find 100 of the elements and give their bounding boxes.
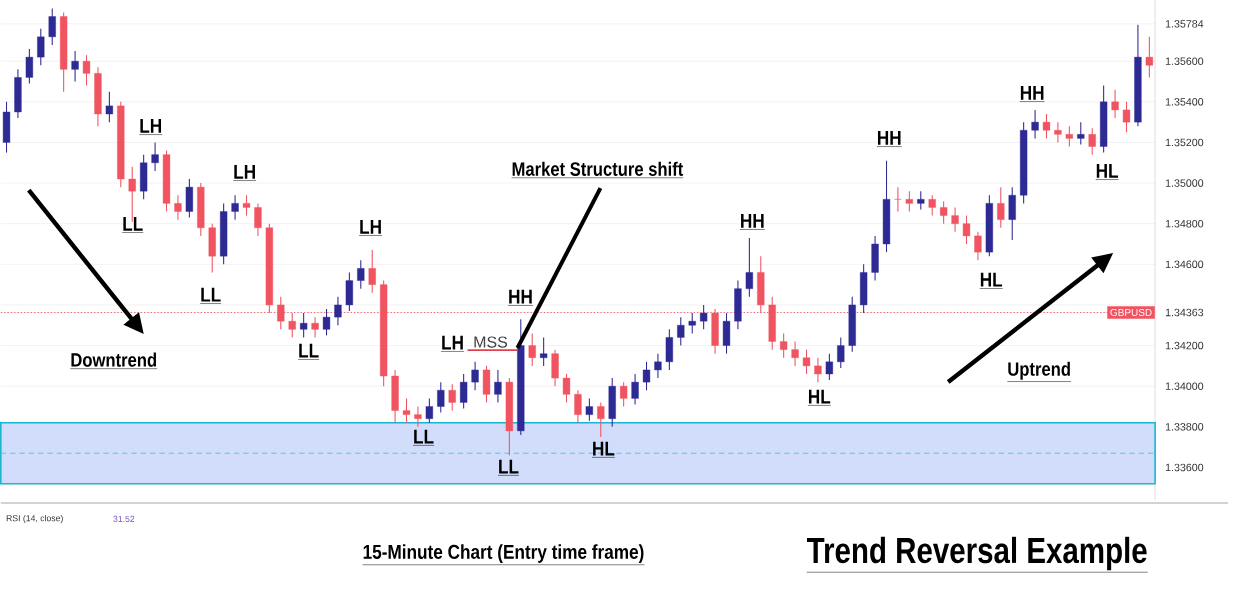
annotation: LL: [414, 429, 434, 444]
annotation: HH: [741, 213, 764, 228]
candlestick: [448, 383, 456, 412]
candlestick: [460, 373, 468, 410]
candlestick: [905, 190, 913, 213]
candlestick: [37, 28, 45, 66]
candlestick: [174, 194, 182, 221]
candlestick: [631, 373, 639, 406]
annotation: HL: [980, 272, 1003, 287]
candlestick: [1042, 113, 1051, 139]
candlestick: [1054, 121, 1062, 144]
candlestick: [105, 91, 113, 123]
candlestick: [1077, 121, 1085, 146]
candlestick: [974, 231, 982, 261]
candlestick: [300, 312, 308, 339]
candlestick: [540, 336, 548, 367]
annotation: LL: [201, 287, 221, 302]
candlestick: [334, 296, 342, 326]
y-tick-label: 1.35784: [1165, 20, 1204, 28]
candlestick: [677, 316, 685, 347]
candlestick: [837, 336, 845, 369]
candlestick: [322, 308, 331, 337]
candlestick: [71, 50, 79, 83]
annotation: Market Structure shift: [512, 161, 684, 176]
candlestick: [700, 304, 708, 330]
candlestick: [494, 369, 502, 404]
ref-line-label: GBPUSD: [1110, 308, 1152, 317]
annotation: HH: [509, 289, 532, 304]
candlestick: [620, 381, 628, 408]
candlestick: [414, 406, 422, 428]
candlestick: [745, 237, 753, 298]
candlestick: [791, 341, 799, 367]
annotation: HH: [877, 131, 901, 145]
candlestick: [402, 397, 411, 424]
candlestick: [242, 194, 251, 217]
candlestick: [471, 361, 479, 391]
candlestick: [825, 353, 833, 381]
annotation: Downtrend: [71, 352, 157, 367]
candlestick: [311, 316, 319, 339]
candlestick: [562, 373, 571, 404]
candlestick: [688, 312, 696, 334]
candlestick: [1088, 127, 1096, 156]
candlestick: [254, 202, 262, 237]
candlestick: [1065, 125, 1073, 148]
y-tick-label: 1.34600: [1165, 260, 1204, 269]
text: 15-Minute Chart (Entry time frame): [363, 544, 644, 563]
candlestick: [48, 7, 56, 46]
candlestick: [654, 353, 662, 379]
y-tick-label: 1.35000: [1165, 179, 1204, 187]
candlestick: [368, 249, 376, 294]
y-tick-label: 1.35600: [1165, 57, 1204, 66]
candlestick: [1145, 36, 1153, 79]
candlestick: [425, 397, 433, 424]
annotation: LH: [442, 335, 463, 350]
candlestick: [917, 190, 925, 211]
candlestick: [231, 194, 239, 221]
candlestick: [802, 349, 811, 375]
candlestick: [1122, 101, 1131, 133]
candlestick: [585, 397, 593, 422]
candlestick: [1111, 89, 1119, 119]
annotation: Uptrend: [1008, 361, 1070, 380]
annotation: LH: [360, 219, 381, 234]
annotation: MSS: [474, 336, 508, 348]
candlestick: [780, 332, 788, 359]
candlestick: [1031, 109, 1039, 139]
candlestick: [597, 401, 605, 438]
annotation: HL: [593, 441, 615, 456]
candlestick: [962, 215, 971, 245]
text: Trend Reversal Example: [806, 536, 1147, 571]
candlestick: [642, 361, 651, 391]
candlestick: [574, 389, 582, 424]
candlestick: [151, 141, 159, 172]
candlestick: [437, 381, 445, 414]
text: RSI (14, close): [6, 514, 63, 524]
annotation: LL: [123, 216, 143, 231]
annotation: LH: [140, 119, 162, 133]
candlestick: [928, 194, 936, 217]
annotation: HL: [808, 389, 831, 404]
y-tick-label: 1.34800: [1165, 219, 1204, 228]
y-tick-label: 1.34000: [1165, 382, 1204, 391]
y-tick-label: 1.34200: [1165, 341, 1204, 350]
annotation: HL: [1096, 164, 1119, 178]
annotation: HH: [1020, 86, 1044, 100]
y-tick-label: 1.34363: [1165, 308, 1204, 317]
candlestick: [528, 332, 536, 367]
candlestick: [997, 186, 1005, 229]
candlestick: [814, 357, 822, 383]
y-tick-label: 1.35200: [1165, 138, 1204, 147]
annotation: LL: [499, 459, 519, 474]
candlestick: [357, 259, 365, 290]
text: 31.52: [113, 515, 135, 523]
candlestick: [894, 186, 902, 213]
candlestick: [940, 200, 948, 225]
candlestick: [82, 54, 91, 87]
candlestick: [25, 48, 33, 85]
candlestick: [951, 206, 959, 233]
annotation: LL: [299, 343, 319, 358]
y-tick-label: 1.33600: [1165, 463, 1204, 472]
y-tick-label: 1.35400: [1165, 98, 1204, 106]
y-tick-label: 1.33800: [1165, 423, 1204, 431]
